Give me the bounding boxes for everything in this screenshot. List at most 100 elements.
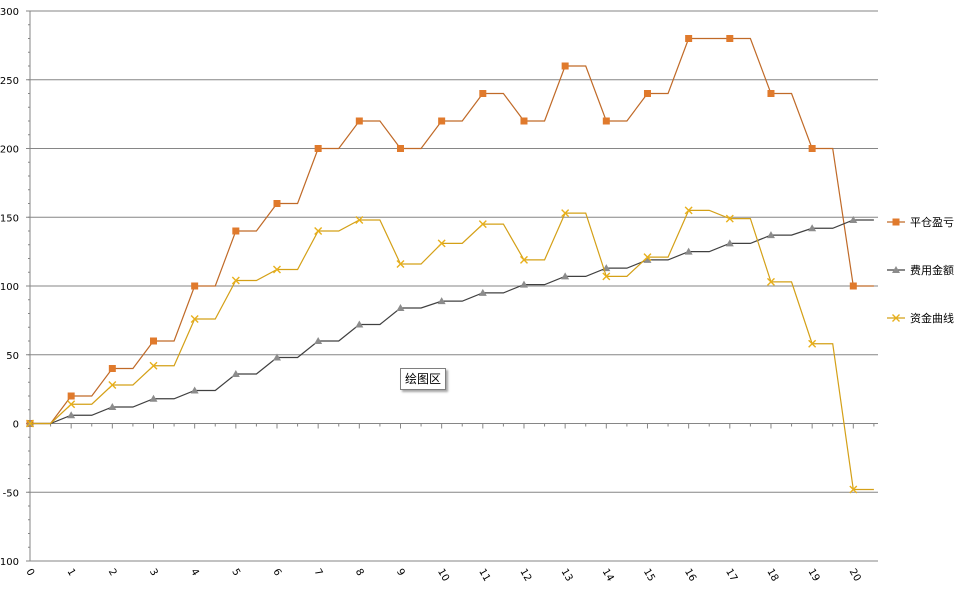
y-tick-label: 200 bbox=[0, 145, 19, 156]
x-tick-label: 14 bbox=[600, 567, 616, 584]
data-point bbox=[561, 209, 570, 218]
data-point bbox=[272, 265, 281, 274]
data-point bbox=[437, 297, 446, 305]
data-point bbox=[67, 400, 76, 409]
data-point bbox=[437, 239, 446, 248]
x-tick-label: 20 bbox=[847, 567, 863, 584]
legend-item: 资金曲线 bbox=[887, 311, 954, 325]
y-tick-label: 50 bbox=[6, 351, 19, 362]
y-tick-label: 250 bbox=[0, 76, 19, 87]
x-tick-label: 6 bbox=[270, 567, 283, 578]
data-point bbox=[355, 216, 364, 224]
data-point bbox=[108, 365, 116, 372]
data-point bbox=[643, 253, 652, 262]
data-point bbox=[26, 419, 34, 428]
data-point bbox=[725, 214, 734, 223]
x-tick-label: 4 bbox=[188, 567, 201, 578]
series-3 bbox=[26, 206, 874, 494]
series-line bbox=[30, 209, 874, 491]
plot-area-tooltip: 绘图区 bbox=[400, 368, 447, 390]
data-point bbox=[892, 314, 900, 322]
legend-item: 费用金额 bbox=[887, 263, 954, 277]
series-line bbox=[30, 219, 874, 425]
data-point bbox=[190, 315, 199, 323]
data-point bbox=[396, 304, 405, 311]
data-point bbox=[190, 386, 199, 394]
x-tick-label: 8 bbox=[353, 567, 366, 578]
x-tick-label: 5 bbox=[229, 567, 242, 578]
data-point bbox=[602, 272, 611, 281]
x-tick-label: 7 bbox=[312, 567, 325, 578]
data-point bbox=[396, 260, 405, 268]
axes bbox=[26, 10, 878, 562]
legend-label: 平仓盈亏 bbox=[910, 215, 954, 229]
y-tick-label: -100 bbox=[0, 557, 19, 568]
series-2 bbox=[26, 216, 874, 427]
data-point bbox=[67, 411, 76, 419]
data-point bbox=[396, 145, 404, 152]
data-point bbox=[108, 403, 117, 410]
tick-labels: -100-50050100150200250300012345678910111… bbox=[0, 7, 863, 584]
data-point bbox=[231, 370, 240, 377]
data-point bbox=[149, 337, 157, 345]
y-tick-label: 150 bbox=[0, 213, 19, 224]
x-tick-label: 19 bbox=[806, 567, 822, 584]
data-point bbox=[355, 117, 363, 125]
series-1 bbox=[26, 35, 874, 427]
data-point bbox=[849, 216, 858, 223]
data-point bbox=[272, 353, 281, 361]
x-tick-label: 16 bbox=[682, 567, 698, 584]
legend-label: 费用金额 bbox=[910, 263, 954, 277]
data-point bbox=[561, 272, 570, 280]
series-layer bbox=[26, 35, 874, 494]
data-point bbox=[892, 218, 900, 226]
data-point bbox=[314, 337, 323, 344]
data-point bbox=[149, 394, 158, 402]
data-point bbox=[108, 381, 117, 389]
data-point bbox=[849, 485, 858, 494]
x-tick-label: 12 bbox=[517, 567, 533, 584]
gridlines bbox=[30, 10, 878, 562]
data-point bbox=[808, 145, 816, 152]
x-tick-label: 2 bbox=[106, 567, 119, 578]
data-point bbox=[478, 288, 487, 296]
data-point bbox=[478, 220, 487, 229]
data-point bbox=[684, 206, 693, 215]
data-point bbox=[766, 231, 775, 239]
data-point bbox=[67, 392, 75, 400]
legend-item: 平仓盈亏 bbox=[887, 215, 954, 229]
data-point bbox=[191, 282, 199, 290]
data-point bbox=[892, 266, 900, 273]
y-tick-label: -50 bbox=[3, 488, 19, 499]
data-point bbox=[766, 277, 775, 286]
data-point bbox=[602, 117, 610, 125]
data-point bbox=[355, 320, 364, 328]
data-point bbox=[232, 227, 240, 235]
data-point bbox=[273, 200, 281, 207]
data-point bbox=[314, 227, 323, 235]
data-point bbox=[561, 62, 569, 70]
data-point bbox=[684, 247, 693, 255]
data-point bbox=[643, 255, 652, 263]
x-tick-label: 17 bbox=[723, 567, 739, 584]
data-point bbox=[643, 90, 651, 97]
data-point bbox=[808, 339, 817, 348]
data-point bbox=[726, 35, 734, 42]
x-tick-label: 15 bbox=[641, 567, 657, 584]
y-tick-label: 300 bbox=[0, 7, 19, 18]
data-point bbox=[808, 224, 817, 232]
data-point bbox=[519, 280, 528, 288]
x-tick-label: 18 bbox=[764, 567, 780, 584]
data-point bbox=[849, 282, 857, 290]
data-point bbox=[479, 90, 487, 97]
x-tick-label: 9 bbox=[394, 567, 407, 578]
data-point bbox=[520, 117, 528, 125]
data-point bbox=[767, 90, 775, 97]
x-tick-label: 3 bbox=[147, 567, 160, 578]
y-tick-label: 0 bbox=[13, 420, 19, 431]
data-point bbox=[314, 145, 322, 152]
x-tick-label: 11 bbox=[476, 567, 492, 584]
x-tick-label: 10 bbox=[435, 567, 451, 584]
data-point bbox=[725, 239, 734, 247]
